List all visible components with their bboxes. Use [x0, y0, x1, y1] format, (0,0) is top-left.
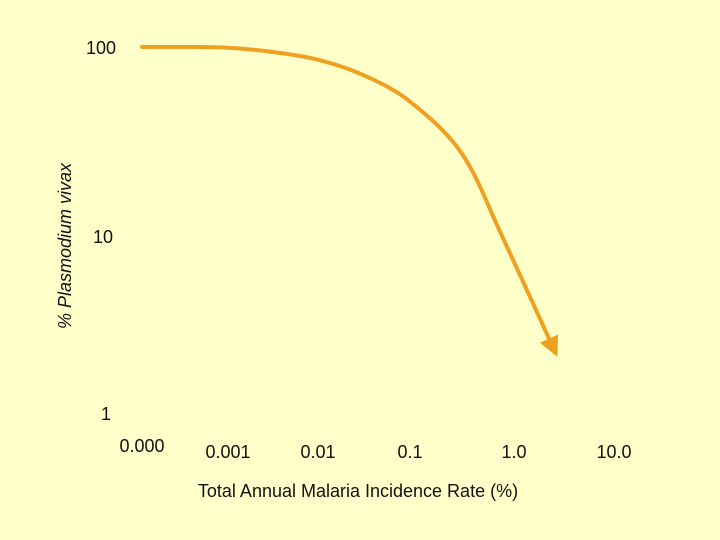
x-tick-label: 0.001	[205, 442, 250, 462]
x-tick-label: 1.0	[501, 442, 526, 462]
x-ticks: 0.000 0.001 0.01 0.1 1.0 10.0	[119, 436, 631, 462]
y-tick-label: 1	[101, 404, 111, 424]
x-axis-label: Total Annual Malaria Incidence Rate (%)	[198, 481, 518, 501]
x-tick-label: 0.1	[397, 442, 422, 462]
y-tick-label: 10	[93, 227, 113, 247]
x-tick-label: 0.01	[300, 442, 335, 462]
y-tick-label: 100	[86, 38, 116, 58]
series-line-trend	[140, 44, 559, 357]
y-axis-label: % Plasmodium vivax	[55, 162, 75, 329]
x-tick-label: 10.0	[596, 442, 631, 462]
y-ticks: 100 10 1	[86, 38, 116, 424]
series	[140, 44, 559, 357]
x-tick-label: 0.000	[119, 436, 164, 456]
